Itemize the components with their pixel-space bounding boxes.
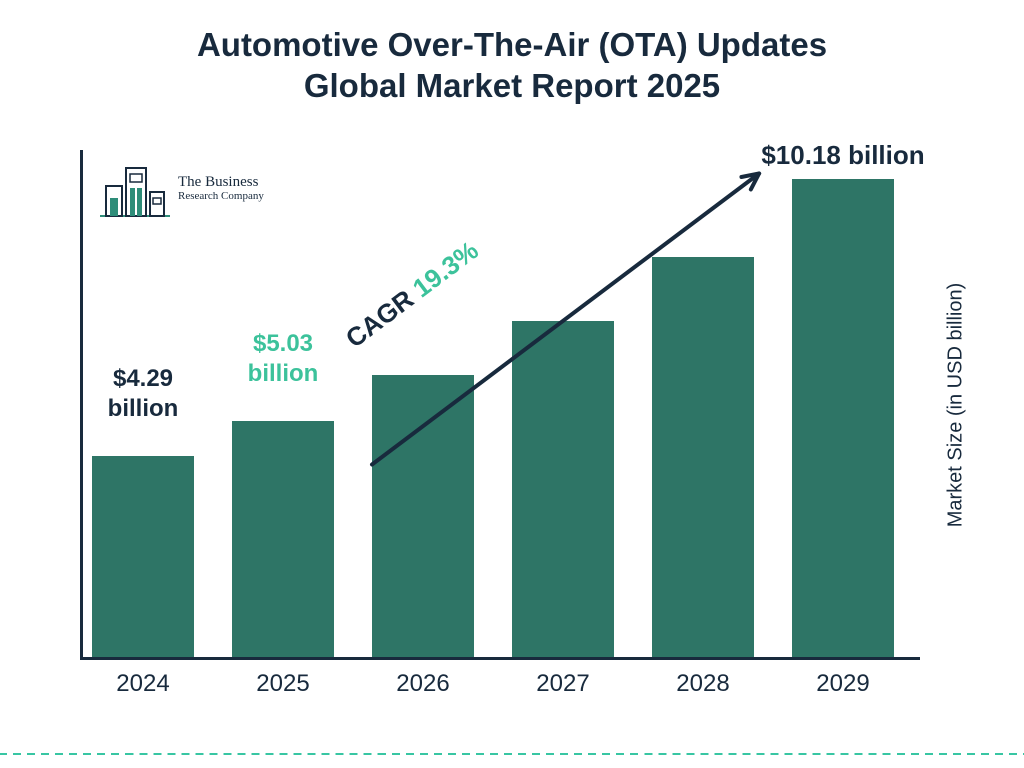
chart-container: Automotive Over-The-Air (OTA) Updates Gl… <box>0 0 1024 768</box>
cagr-arrow <box>0 0 1024 768</box>
footer-divider <box>0 753 1024 755</box>
